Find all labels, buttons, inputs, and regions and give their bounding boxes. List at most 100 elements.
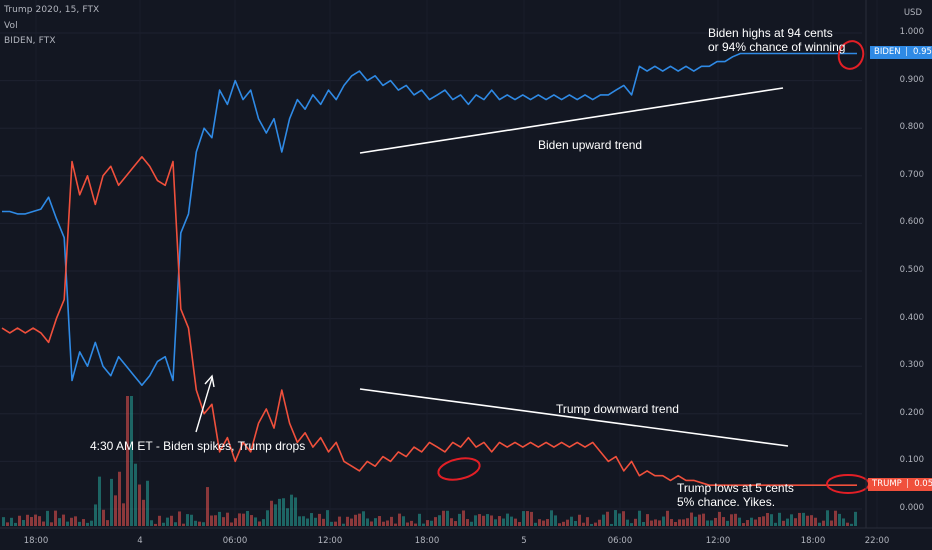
volume-bar [490, 515, 493, 526]
volume-bar [462, 510, 465, 526]
volume-bar [418, 513, 421, 526]
biden-high-circle [837, 40, 865, 70]
volume-bar [50, 522, 53, 526]
volume-bar [478, 514, 481, 526]
volume-bar [406, 522, 409, 526]
volume-bar [626, 519, 629, 526]
y-tick-label: 0.400 [899, 312, 924, 323]
volume-bar [110, 478, 113, 526]
spike-arrow [195, 377, 213, 433]
volume-bar [18, 515, 21, 526]
volume-bar [442, 510, 445, 526]
volume-bar [306, 518, 309, 526]
volume-bar [166, 517, 169, 526]
series-lines [1, 52, 857, 487]
y-tick-label: 0.600 [899, 217, 924, 228]
volume-bar [182, 523, 185, 526]
volume-bar [762, 516, 765, 526]
symbol-legend[interactable]: Trump 2020, 15, FTX [4, 5, 100, 15]
volume-bar [286, 508, 289, 526]
volume-bar [810, 515, 813, 526]
volume-bar [834, 510, 837, 526]
volume-bar [794, 518, 797, 526]
volume-bar [106, 520, 109, 526]
volume-bar [778, 512, 781, 526]
volume-bar [742, 523, 745, 526]
volume-bar [574, 520, 577, 526]
volume-bar [94, 504, 97, 526]
volume-bar [690, 512, 693, 526]
y-tick-label: 0.300 [899, 360, 924, 371]
volume-bar [246, 510, 249, 526]
x-tick-label: 18:00 [414, 536, 440, 546]
volume-bar [426, 520, 429, 526]
volume-bar [266, 510, 269, 526]
volume-legend[interactable]: Vol [4, 21, 18, 31]
currency-label[interactable]: USD [903, 8, 922, 18]
volume-bar [542, 520, 545, 526]
volume-bar [146, 480, 149, 526]
volume-bar [558, 523, 561, 526]
volume-bar [466, 519, 469, 526]
volume-bar [206, 487, 209, 526]
volume-bar [698, 514, 701, 526]
volume-bar [162, 522, 165, 526]
volume-bar [174, 522, 177, 526]
volume-bar [746, 520, 749, 526]
y-tick-label: 0.700 [899, 169, 924, 180]
volume-bar [222, 517, 225, 526]
volume-bar [14, 522, 17, 526]
biden-tag-value: 0.957 [913, 47, 932, 57]
volume-bar [98, 476, 101, 526]
x-tick-label: 18:00 [23, 536, 49, 546]
volume-bar [294, 497, 297, 526]
volume-bar [538, 519, 541, 526]
biden-price-tag: BIDEN 0.957 [870, 46, 932, 59]
y-tick-label: 0.200 [899, 407, 924, 418]
y-tick-label: 0.800 [899, 122, 924, 133]
volume-bar [754, 519, 757, 526]
volume-bar [6, 522, 9, 526]
volume-bar [362, 511, 365, 526]
volume-bar [702, 513, 705, 526]
compare-legend[interactable]: BIDEN, FTX [4, 36, 56, 46]
volume-bar [398, 513, 401, 526]
volume-bar [650, 520, 653, 526]
volume-bar [374, 518, 377, 526]
volume-bar [718, 511, 721, 526]
volume-bar [238, 513, 241, 526]
volume-bar [682, 519, 685, 526]
volume-bar [434, 517, 437, 526]
volume-bar [158, 515, 161, 526]
volume-bar [242, 513, 245, 526]
volume-bar [506, 513, 509, 526]
volume-bar [618, 513, 621, 526]
volume-bar [378, 516, 381, 526]
volume-bar [322, 518, 325, 526]
volume-bar [214, 515, 217, 526]
volume-bar [570, 516, 573, 526]
volume-bar [842, 518, 845, 526]
trend-lines [195, 87, 789, 447]
volume-bar [786, 518, 789, 526]
volume-bar [126, 396, 129, 526]
volume-bar [722, 517, 725, 526]
volume-bar [726, 520, 729, 526]
trump-trend-line [359, 388, 789, 447]
volume-bar [534, 522, 537, 526]
volume-bar [254, 517, 257, 526]
trump-tag-name: TRUMP [872, 479, 902, 489]
biden-highs-note-2: or 94% chance of winning [708, 40, 846, 54]
volume-bar [846, 522, 849, 526]
volume-bar [686, 518, 689, 526]
volume-bar [766, 512, 769, 526]
volume-bar [854, 511, 857, 526]
volume-bar [838, 513, 841, 526]
volume-bar [606, 511, 609, 526]
volume-bar [330, 521, 333, 526]
biden-series-line [2, 52, 857, 387]
volume-bar [830, 520, 833, 526]
volume-bar [394, 523, 397, 526]
volume-bar [674, 521, 677, 526]
